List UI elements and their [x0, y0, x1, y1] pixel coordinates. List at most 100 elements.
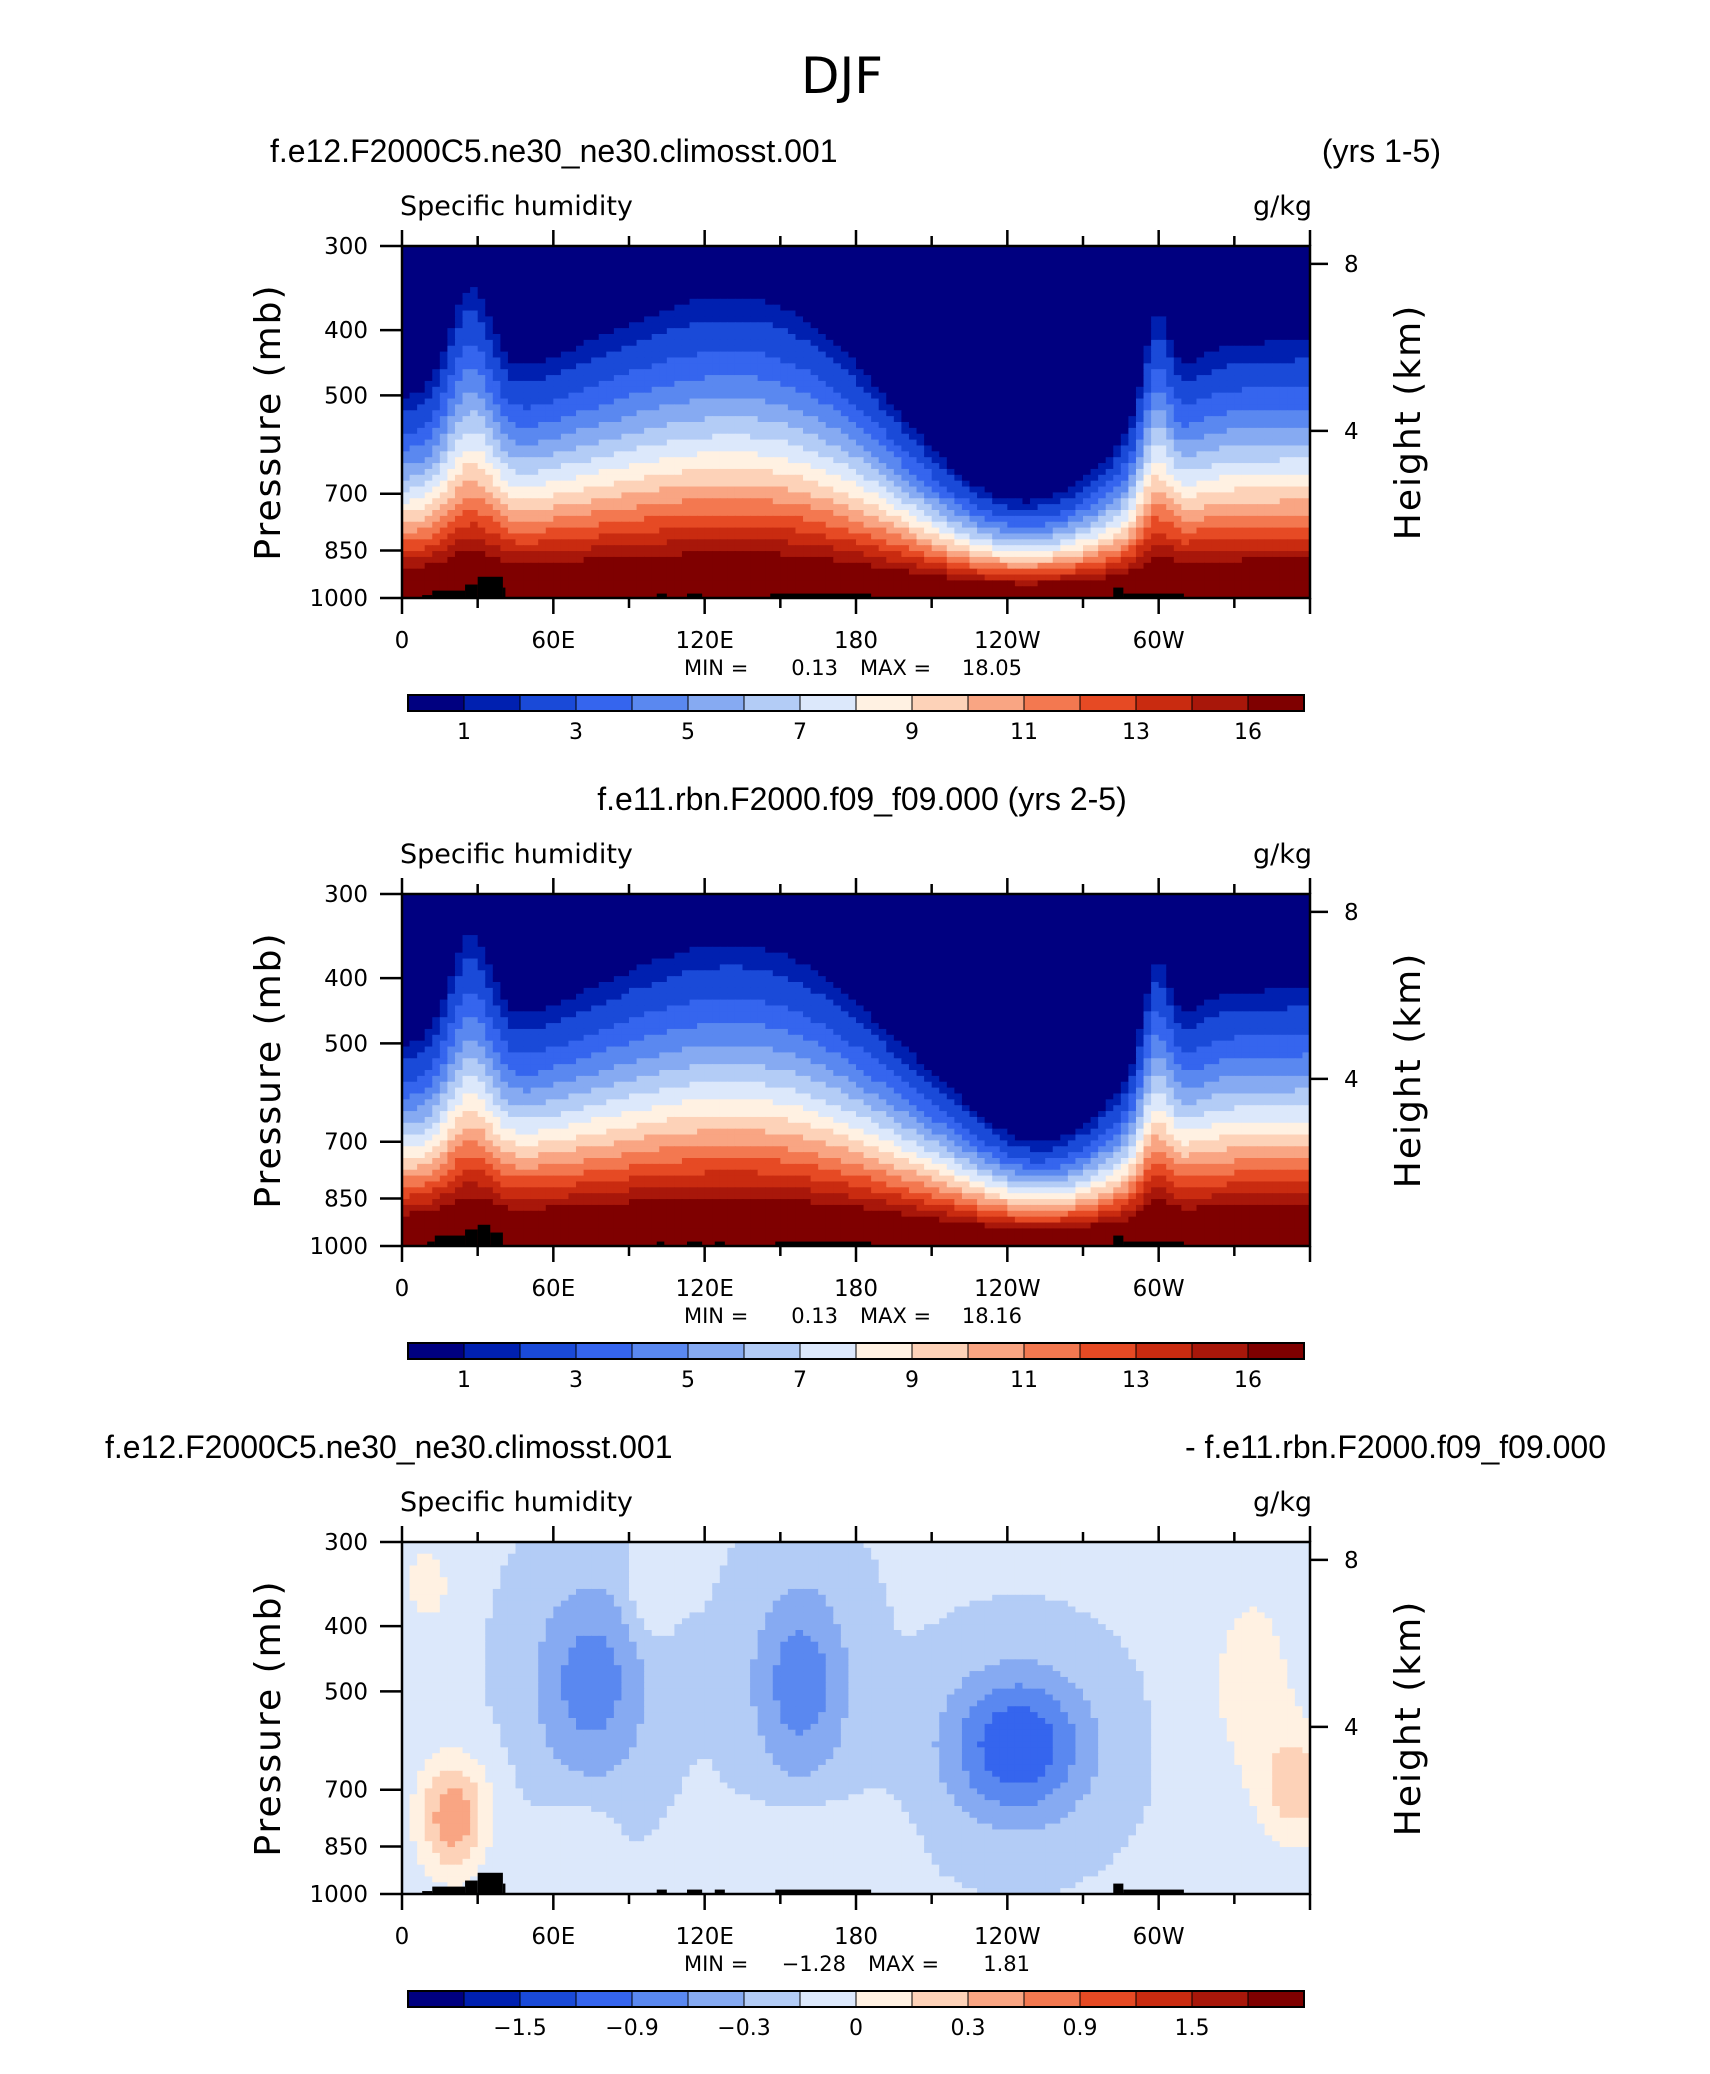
contour-cell	[1037, 322, 1046, 329]
contour-cell	[954, 445, 963, 452]
contour-cell	[1302, 304, 1311, 312]
contour-cell	[1294, 263, 1304, 271]
contour-cell	[924, 439, 933, 447]
contour-cell	[629, 474, 638, 482]
contour-cell	[1173, 427, 1182, 435]
contour-cell	[576, 246, 585, 253]
contour-cell	[893, 310, 902, 317]
contour-cell	[1128, 298, 1137, 306]
contour-cell	[1249, 357, 1258, 364]
contour-cell	[1105, 251, 1114, 259]
panel-1-field-label: Specific humidity	[400, 191, 633, 222]
contour-cell	[689, 298, 698, 306]
contour-cell	[1211, 474, 1220, 482]
contour-cell	[1030, 363, 1039, 370]
contour-cell	[818, 392, 827, 400]
contour-cell	[651, 404, 660, 411]
contour-cell	[1067, 298, 1077, 306]
contour-cell	[507, 275, 517, 282]
contour-cell	[931, 386, 940, 394]
contour-cell	[1067, 357, 1077, 364]
contour-cell	[1120, 304, 1129, 312]
contour-cell	[984, 427, 993, 435]
contour-cell	[961, 433, 971, 441]
contour-cell	[1294, 304, 1304, 312]
contour-cell	[507, 251, 517, 259]
contour-cell	[742, 357, 751, 364]
contour-cell	[629, 363, 638, 370]
contour-cell	[613, 422, 623, 429]
contour-cell	[931, 474, 940, 482]
contour-cell	[545, 316, 554, 323]
contour-cell	[1135, 480, 1145, 488]
contour-cell	[538, 298, 547, 306]
contour-cell	[795, 292, 804, 300]
contour-cell	[1135, 363, 1145, 370]
contour-cell	[1264, 380, 1273, 388]
contour-cell	[727, 410, 736, 417]
contour-cell	[432, 369, 441, 376]
contour-cell	[977, 439, 986, 447]
contour-cell	[545, 422, 554, 429]
contour-cell	[644, 322, 653, 329]
contour-cell	[613, 451, 623, 458]
contour-cell	[1090, 404, 1099, 411]
contour-cell	[780, 468, 789, 476]
contour-cell	[553, 339, 562, 347]
contour-cell	[1166, 457, 1175, 464]
contour-cell	[545, 322, 554, 329]
contour-cell	[1052, 380, 1061, 388]
contour-cell	[1052, 251, 1061, 259]
contour-cell	[454, 416, 464, 423]
contour-cell	[1060, 433, 1069, 441]
contour-cell	[1113, 345, 1122, 353]
contour-cell	[1196, 427, 1205, 435]
contour-cell	[697, 486, 706, 493]
contour-cell	[1143, 474, 1152, 482]
contour-cell	[916, 392, 925, 400]
contour-cell	[560, 369, 570, 376]
contour-cell	[1173, 287, 1182, 294]
contour-cell	[795, 322, 804, 329]
contour-cell	[924, 468, 933, 476]
contour-cell	[629, 310, 638, 317]
contour-cell	[1105, 246, 1114, 253]
contour-cell	[1241, 433, 1251, 441]
contour-cell	[1128, 474, 1137, 482]
contour-cell	[1294, 351, 1304, 359]
contour-cell	[1257, 269, 1266, 276]
contour-cell	[803, 310, 812, 317]
contour-cell	[750, 257, 759, 265]
contour-cell	[863, 463, 872, 470]
contour-cell	[417, 275, 426, 282]
contour-cell	[576, 357, 585, 364]
contour-cell	[1151, 416, 1160, 423]
contour-cell	[742, 304, 751, 312]
contour-cell	[1211, 287, 1220, 294]
contour-cell	[1211, 480, 1220, 488]
contour-cell	[780, 451, 789, 458]
contour-cell	[765, 363, 774, 370]
contour-cell	[734, 457, 744, 464]
contour-cell	[666, 422, 675, 429]
contour-cell	[591, 451, 600, 458]
contour-cell	[1105, 404, 1114, 411]
contour-cell	[606, 287, 615, 294]
contour-cell	[954, 363, 963, 370]
contour-cell	[750, 328, 759, 335]
contour-cell	[651, 257, 660, 265]
contour-cell	[409, 439, 418, 447]
contour-cell	[636, 369, 645, 376]
contour-cell	[636, 269, 645, 276]
contour-cell	[795, 380, 804, 388]
contour-cell	[757, 416, 766, 423]
contour-cell	[629, 316, 638, 323]
contour-cell	[1052, 422, 1061, 429]
contour-cell	[1249, 439, 1258, 447]
contour-cell	[803, 468, 812, 476]
contour-cell	[1166, 246, 1175, 253]
contour-cell	[1083, 322, 1092, 329]
contour-cell	[803, 292, 812, 300]
contour-cell	[1294, 457, 1304, 464]
contour-cell	[1052, 410, 1061, 417]
